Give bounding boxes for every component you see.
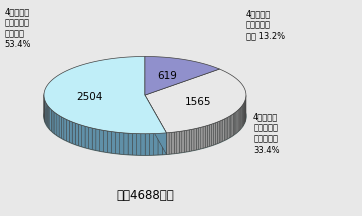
Polygon shape (214, 123, 215, 145)
Polygon shape (154, 133, 158, 155)
Text: 合裁4688地点: 合裁4688地点 (116, 189, 174, 202)
Text: 619: 619 (157, 71, 177, 81)
Text: 2504: 2504 (76, 92, 103, 102)
Polygon shape (233, 113, 235, 135)
Ellipse shape (44, 78, 246, 155)
Polygon shape (128, 133, 132, 155)
Polygon shape (201, 127, 203, 149)
Polygon shape (236, 111, 237, 133)
Polygon shape (67, 119, 69, 142)
Polygon shape (196, 128, 198, 150)
Polygon shape (209, 124, 211, 146)
Polygon shape (239, 108, 240, 131)
Polygon shape (78, 124, 82, 147)
Polygon shape (145, 134, 150, 155)
Polygon shape (57, 114, 59, 137)
Polygon shape (64, 118, 67, 141)
Polygon shape (85, 126, 89, 149)
Polygon shape (211, 124, 214, 146)
Polygon shape (46, 103, 47, 126)
Polygon shape (145, 57, 219, 95)
Polygon shape (237, 110, 238, 133)
Text: 4つの時間
帯すべてで
達成 13.2%: 4つの時間 帯すべてで 達成 13.2% (246, 9, 285, 40)
Polygon shape (100, 130, 104, 152)
Polygon shape (219, 121, 221, 143)
Polygon shape (44, 57, 167, 134)
Polygon shape (215, 122, 217, 144)
Polygon shape (189, 129, 191, 151)
Polygon shape (174, 132, 177, 154)
Polygon shape (96, 129, 100, 151)
Polygon shape (132, 133, 136, 155)
Polygon shape (198, 127, 201, 149)
Polygon shape (223, 119, 224, 141)
Polygon shape (184, 130, 187, 152)
Polygon shape (194, 128, 196, 150)
Polygon shape (205, 125, 207, 148)
Polygon shape (228, 116, 229, 139)
Polygon shape (51, 110, 53, 133)
Text: 4つの時間
帯のいずれ
かで非達成
33.4%: 4つの時間 帯のいずれ かで非達成 33.4% (253, 112, 280, 155)
Polygon shape (111, 132, 115, 154)
Polygon shape (145, 69, 246, 133)
Polygon shape (141, 134, 145, 155)
Polygon shape (69, 121, 72, 143)
Polygon shape (75, 123, 78, 146)
Polygon shape (231, 115, 232, 137)
Polygon shape (50, 108, 51, 131)
Polygon shape (150, 134, 154, 155)
Polygon shape (203, 126, 205, 148)
Polygon shape (158, 133, 162, 155)
Polygon shape (238, 109, 239, 132)
Polygon shape (115, 132, 120, 154)
Polygon shape (224, 118, 226, 140)
Polygon shape (182, 131, 184, 152)
Polygon shape (241, 105, 242, 128)
Polygon shape (217, 121, 219, 144)
Polygon shape (187, 130, 189, 152)
Polygon shape (47, 105, 49, 128)
Polygon shape (179, 131, 182, 153)
Polygon shape (124, 133, 128, 155)
Polygon shape (89, 127, 92, 149)
Polygon shape (55, 113, 57, 135)
Polygon shape (62, 117, 64, 140)
Polygon shape (172, 132, 174, 154)
Polygon shape (145, 95, 167, 154)
Polygon shape (145, 95, 167, 154)
Text: 4つの時間
帯のすべて
で非達成
53.4%: 4つの時間 帯のすべて で非達成 53.4% (4, 7, 31, 49)
Polygon shape (243, 103, 244, 126)
Polygon shape (242, 104, 243, 127)
Polygon shape (53, 111, 55, 134)
Polygon shape (72, 122, 75, 145)
Polygon shape (59, 115, 62, 138)
Polygon shape (104, 130, 108, 152)
Polygon shape (226, 117, 228, 140)
Polygon shape (45, 100, 46, 123)
Polygon shape (49, 106, 50, 130)
Polygon shape (169, 132, 172, 154)
Polygon shape (120, 133, 124, 154)
Polygon shape (235, 112, 236, 134)
Polygon shape (82, 125, 85, 148)
Polygon shape (92, 128, 96, 150)
Polygon shape (136, 134, 141, 155)
Polygon shape (221, 120, 223, 142)
Polygon shape (232, 114, 233, 136)
Polygon shape (229, 116, 231, 138)
Polygon shape (244, 101, 245, 124)
Polygon shape (240, 107, 241, 130)
Polygon shape (162, 133, 167, 155)
Polygon shape (177, 132, 179, 153)
Polygon shape (108, 131, 111, 153)
Text: 1565: 1565 (185, 97, 211, 106)
Polygon shape (167, 133, 169, 154)
Polygon shape (191, 129, 194, 151)
Polygon shape (44, 98, 45, 122)
Polygon shape (207, 125, 209, 147)
